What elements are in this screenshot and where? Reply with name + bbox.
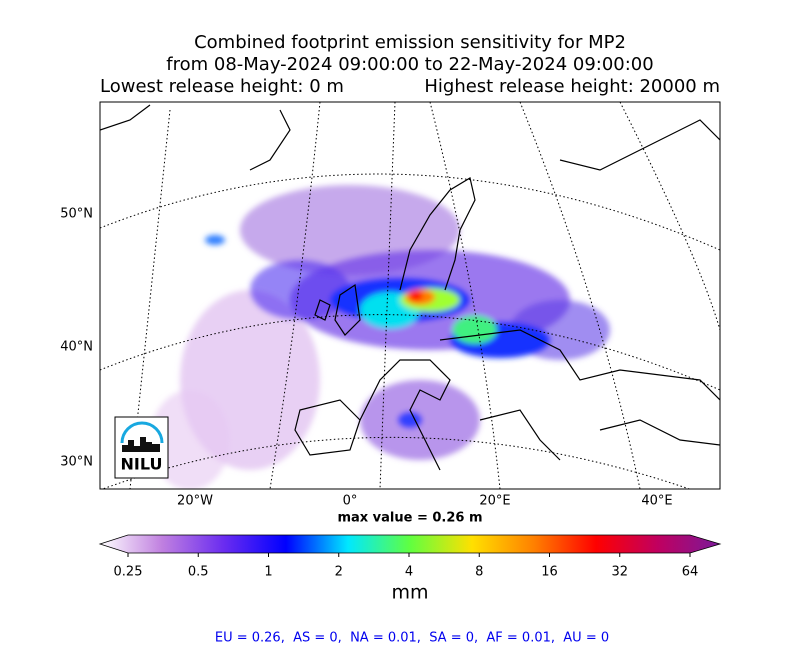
max-value: max value = 0.26 m xyxy=(337,511,482,526)
colorbar-tick-label: 32 xyxy=(611,565,628,580)
colorbar-tick-label: 8 xyxy=(475,565,483,580)
colorbar: 0.25 0.5 1 2 4 8 16 32 64 xyxy=(98,534,722,580)
lon-label: 20°W xyxy=(177,494,213,509)
colorbar-tick-label: 64 xyxy=(682,565,699,580)
footprint xyxy=(150,185,610,489)
lat-label: 40°N xyxy=(60,340,93,355)
title-line: from 08-May-2024 09:00:00 to 22-May-2024… xyxy=(166,54,653,75)
lat-label: 30°N xyxy=(60,455,93,470)
map-frame xyxy=(99,101,721,490)
coastline xyxy=(100,104,720,471)
colorbar-label: mm xyxy=(391,582,428,604)
colorbar-tick-label: 4 xyxy=(405,565,413,580)
title-line: Lowest release height: 0 m xyxy=(100,76,344,97)
lat-label: 50°N xyxy=(60,207,93,222)
title-line: Combined footprint emission sensitivity … xyxy=(194,32,626,53)
graticule xyxy=(100,102,720,489)
colorbar-tick-label: 16 xyxy=(541,565,558,580)
footer: EU = 0.26, AS = 0, NA = 0.01, SA = 0, AF… xyxy=(215,631,609,646)
colorbar-tick-label: 1 xyxy=(264,565,272,580)
lon-label: 40°E xyxy=(641,494,672,509)
colorbar-tick-label: 2 xyxy=(335,565,343,580)
title-line: Highest release height: 20000 m xyxy=(424,76,720,97)
lon-label: 0° xyxy=(343,494,358,509)
logo: NILU xyxy=(114,416,169,479)
colorbar-tick-label: 0.25 xyxy=(114,565,143,580)
map-area xyxy=(100,102,720,489)
colorbar-tick-label: 0.5 xyxy=(188,565,209,580)
logo-text: NILU xyxy=(121,455,163,474)
lon-label: 20°E xyxy=(479,494,510,509)
